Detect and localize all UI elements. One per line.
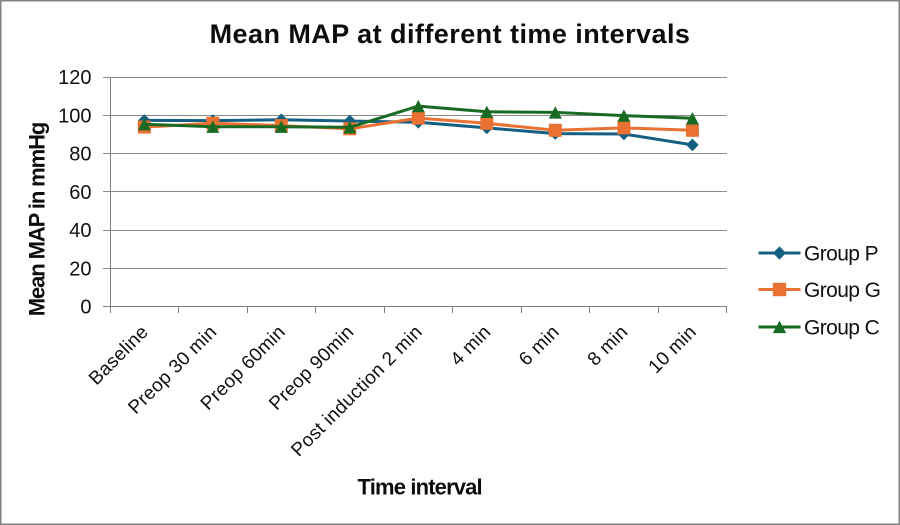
svg-text:40: 40 bbox=[69, 220, 91, 242]
svg-text:0: 0 bbox=[80, 297, 91, 319]
svg-text:Time interval: Time interval bbox=[358, 474, 482, 499]
svg-text:Group P: Group P bbox=[804, 242, 878, 265]
svg-text:Mean MAP in mmHg: Mean MAP in mmHg bbox=[25, 123, 50, 316]
svg-text:60: 60 bbox=[69, 182, 91, 204]
svg-text:20: 20 bbox=[69, 258, 91, 280]
svg-text:Group C: Group C bbox=[804, 316, 880, 339]
svg-text:120: 120 bbox=[58, 67, 91, 89]
svg-text:Mean MAP at different time int: Mean MAP at different time intervals bbox=[210, 19, 691, 49]
svg-text:80: 80 bbox=[69, 144, 91, 166]
svg-text:Group G: Group G bbox=[804, 279, 880, 302]
svg-text:100: 100 bbox=[58, 105, 91, 127]
